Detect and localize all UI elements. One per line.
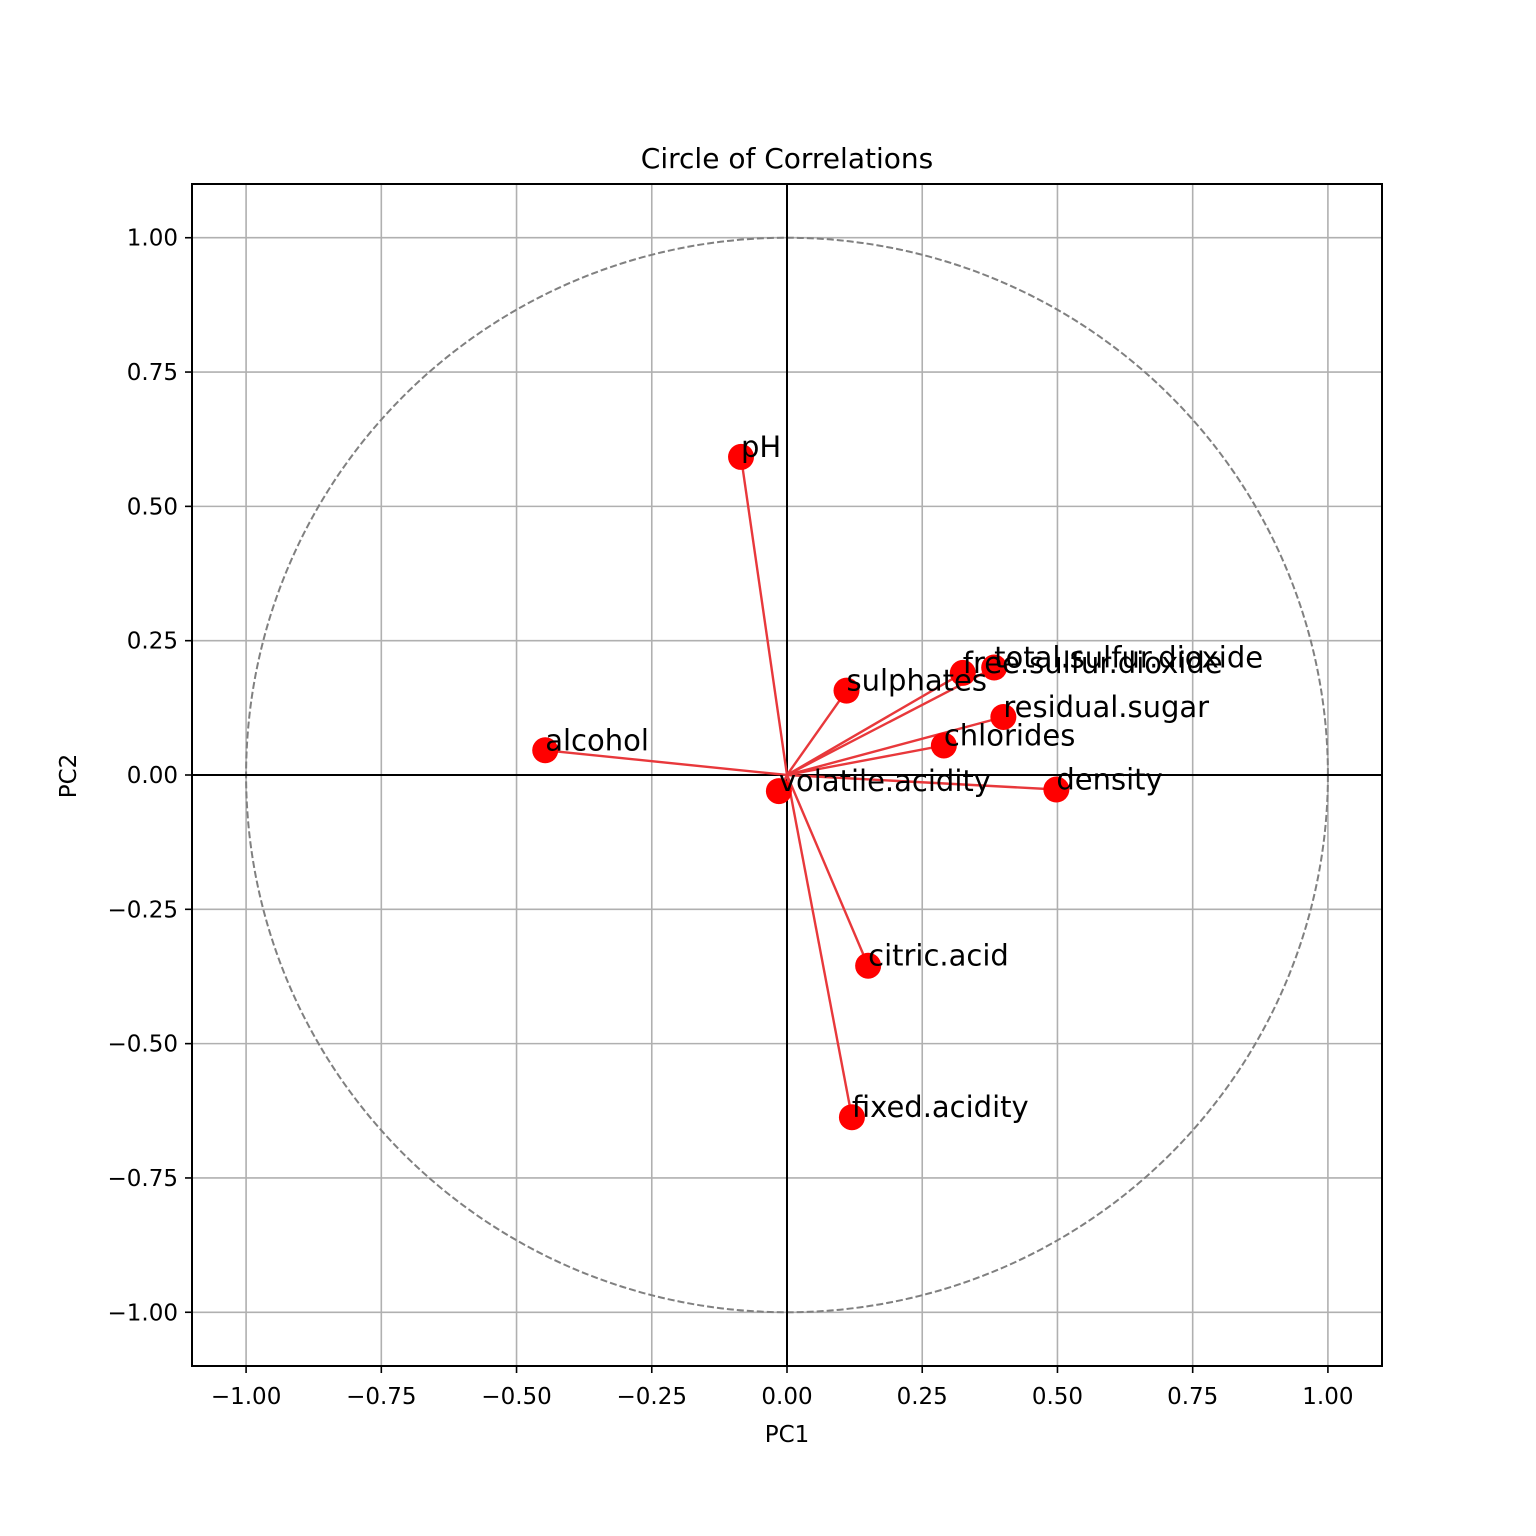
x-tick-label: 0.75 [1167,1384,1218,1410]
point-label-citric-acid: citric.acid [868,939,1009,973]
y-tick-label: 1.00 [127,226,178,252]
point-chlorides [930,732,957,759]
arrow-chlorides [786,744,945,777]
x-axis-label: PC1 [765,1422,810,1448]
arrow-fixed-acidity [785,774,854,1118]
point-density [1043,776,1070,803]
point-label-total-sulfur-dioxide: total.sulfur.dioxide [994,641,1263,675]
point-volatile-acidity [765,778,792,805]
point-ph [728,443,755,470]
point-label-residual-sugar: residual.sugar [1003,690,1209,724]
point-label-density: density [1056,763,1162,797]
loading-arrows [545,456,1057,1118]
point-residual-sugar [990,703,1017,730]
point-label-alcohol: alcohol [545,723,649,757]
y-tick-label: −1.00 [108,1300,178,1326]
y-tick-label: −0.25 [108,897,178,923]
loading-points [532,443,1070,1131]
x-tick-label: −0.50 [481,1384,551,1410]
arrow-sulphates [786,689,848,776]
point-label-ph: pH [741,430,781,464]
x-axis-ticks: −1.00 −0.75 −0.50 −0.25 0.00 0.25 0.50 0.75 1.00 [211,1366,1354,1410]
x-tick-label: −0.75 [346,1384,416,1410]
point-label-sulphates: sulphates [847,664,987,698]
x-tick-label: 0.50 [1032,1384,1083,1410]
point-label-free-sulfur-dioxide: free.sulfur.dioxide [963,646,1223,680]
arrow-citric-acid [785,774,870,967]
point-sulphates [833,677,860,704]
x-tick-label: −1.00 [211,1384,281,1410]
x-tick-label: −0.25 [617,1384,687,1410]
arrow-density [786,773,1057,791]
y-axis-ticks: −1.00 −0.75 −0.50 −0.25 0.00 0.25 0.50 0.75 1.00 [108,226,192,1326]
point-label-volatile-acidity: volatile.acidity [779,764,991,798]
point-citric-acid [855,952,882,979]
x-tick-label: 1.00 [1302,1384,1353,1410]
y-tick-label: −0.50 [108,1032,178,1058]
arrow-alcohol [545,749,788,777]
arrow-ph [739,456,789,776]
point-total-sulfur-dioxide [981,654,1008,681]
y-tick-label: −0.75 [108,1166,178,1192]
y-tick-label: 0.00 [127,763,178,789]
y-tick-label: 0.50 [127,494,178,520]
x-tick-label: 0.25 [897,1384,948,1410]
point-label-chlorides: chlorides [944,718,1075,752]
x-tick-label: 0.00 [761,1384,812,1410]
chart-title: Circle of Correlations [641,142,933,175]
point-label-fixed-acidity: fixed.acidity [852,1090,1029,1124]
y-axis-label: PC2 [56,754,82,799]
point-alcohol [532,737,559,764]
y-tick-label: 0.25 [127,629,178,655]
point-fixed-acidity [838,1104,865,1131]
point-labels: pH sulphatesfree.sulfur.dioxidetotal.sulf… [545,430,1263,1124]
arrow-free-sulfur-dioxide [786,671,964,777]
point-free-sulfur-dioxide [949,659,976,686]
y-tick-label: 0.75 [127,360,178,386]
arrow-residual-sugar [786,715,1004,777]
